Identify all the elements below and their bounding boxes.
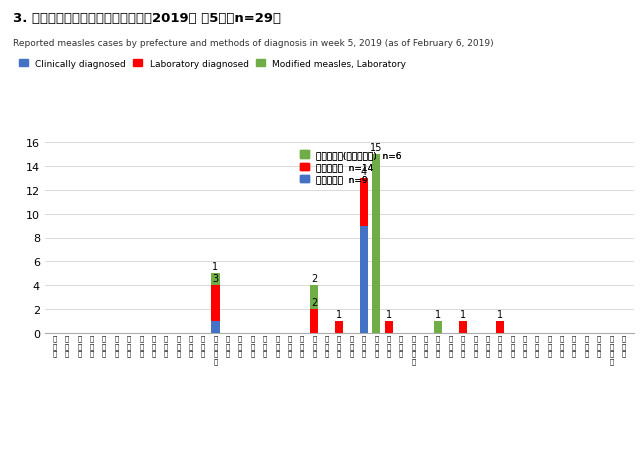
Bar: [335, 321, 343, 333]
Bar: [496, 321, 504, 333]
Text: 1: 1: [336, 309, 342, 319]
Bar: [310, 309, 319, 333]
Bar: [360, 178, 368, 226]
Text: 2: 2: [311, 274, 317, 284]
Bar: [385, 321, 393, 333]
Bar: [459, 321, 467, 333]
Text: 15: 15: [370, 143, 383, 153]
Text: Reported measles cases by prefecture and methods of diagnosis in week 5, 2019 (a: Reported measles cases by prefecture and…: [13, 39, 493, 48]
Legend: 修飾麻しん(検査診断例)  n=6, 検査診断例  n=14, 臨床診断例  n=9: 修飾麻しん(検査診断例) n=6, 検査診断例 n=14, 臨床診断例 n=9: [296, 147, 405, 188]
Text: 3. 都道府県別病型別麻しん報告数　2019年 第5週（n=29）: 3. 都道府県別病型別麻しん報告数 2019年 第5週（n=29）: [13, 12, 281, 25]
Bar: [434, 321, 442, 333]
Bar: [372, 155, 380, 333]
Text: 4: 4: [361, 167, 367, 177]
Bar: [360, 226, 368, 333]
Bar: [310, 286, 319, 309]
Legend: Clinically diagnosed, Laboratory diagnosed, Modified measles, Laboratory: Clinically diagnosed, Laboratory diagnos…: [17, 58, 408, 70]
Text: 1: 1: [212, 262, 219, 272]
Text: 2: 2: [311, 298, 317, 307]
Text: 3: 3: [212, 274, 219, 284]
Text: 1: 1: [435, 309, 441, 319]
Bar: [211, 286, 220, 321]
Text: 1: 1: [497, 309, 503, 319]
Text: 1: 1: [460, 309, 466, 319]
Bar: [211, 274, 220, 286]
Bar: [211, 321, 220, 333]
Text: 1: 1: [386, 309, 392, 319]
